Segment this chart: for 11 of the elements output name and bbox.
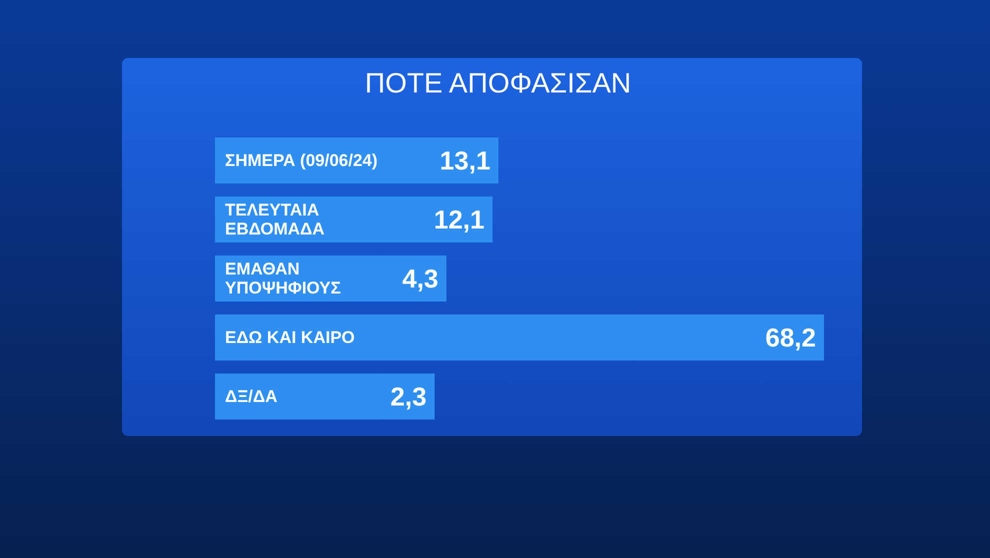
y-tick-label: ΕΜΑΘΑΝ ΥΠΟΨΗΦΙΟΥΣ [225,260,341,298]
y-tick-label: ΤΕΛΕΥΤΑΙΑ ΕΒΔΟΜΑΔΑ [225,200,325,238]
data-label: 68,2 [765,322,816,352]
data-label: 2,3 [390,382,427,412]
chart-title: ΠΟΤΕ ΑΠΟΦΑΣΙΣΑΝ [364,68,632,98]
y-tick-label: ΣΗΜΕΡΑ (09/06/24) [225,151,378,170]
data-label: 12,1 [434,204,484,234]
data-label: 4,3 [402,264,438,294]
data-label: 13,1 [440,146,490,176]
y-tick-label: ΕΔΩ ΚΑΙ ΚΑΙΡΟ [225,328,355,347]
y-tick-label: ΔΞ/ΔΑ [225,387,278,406]
